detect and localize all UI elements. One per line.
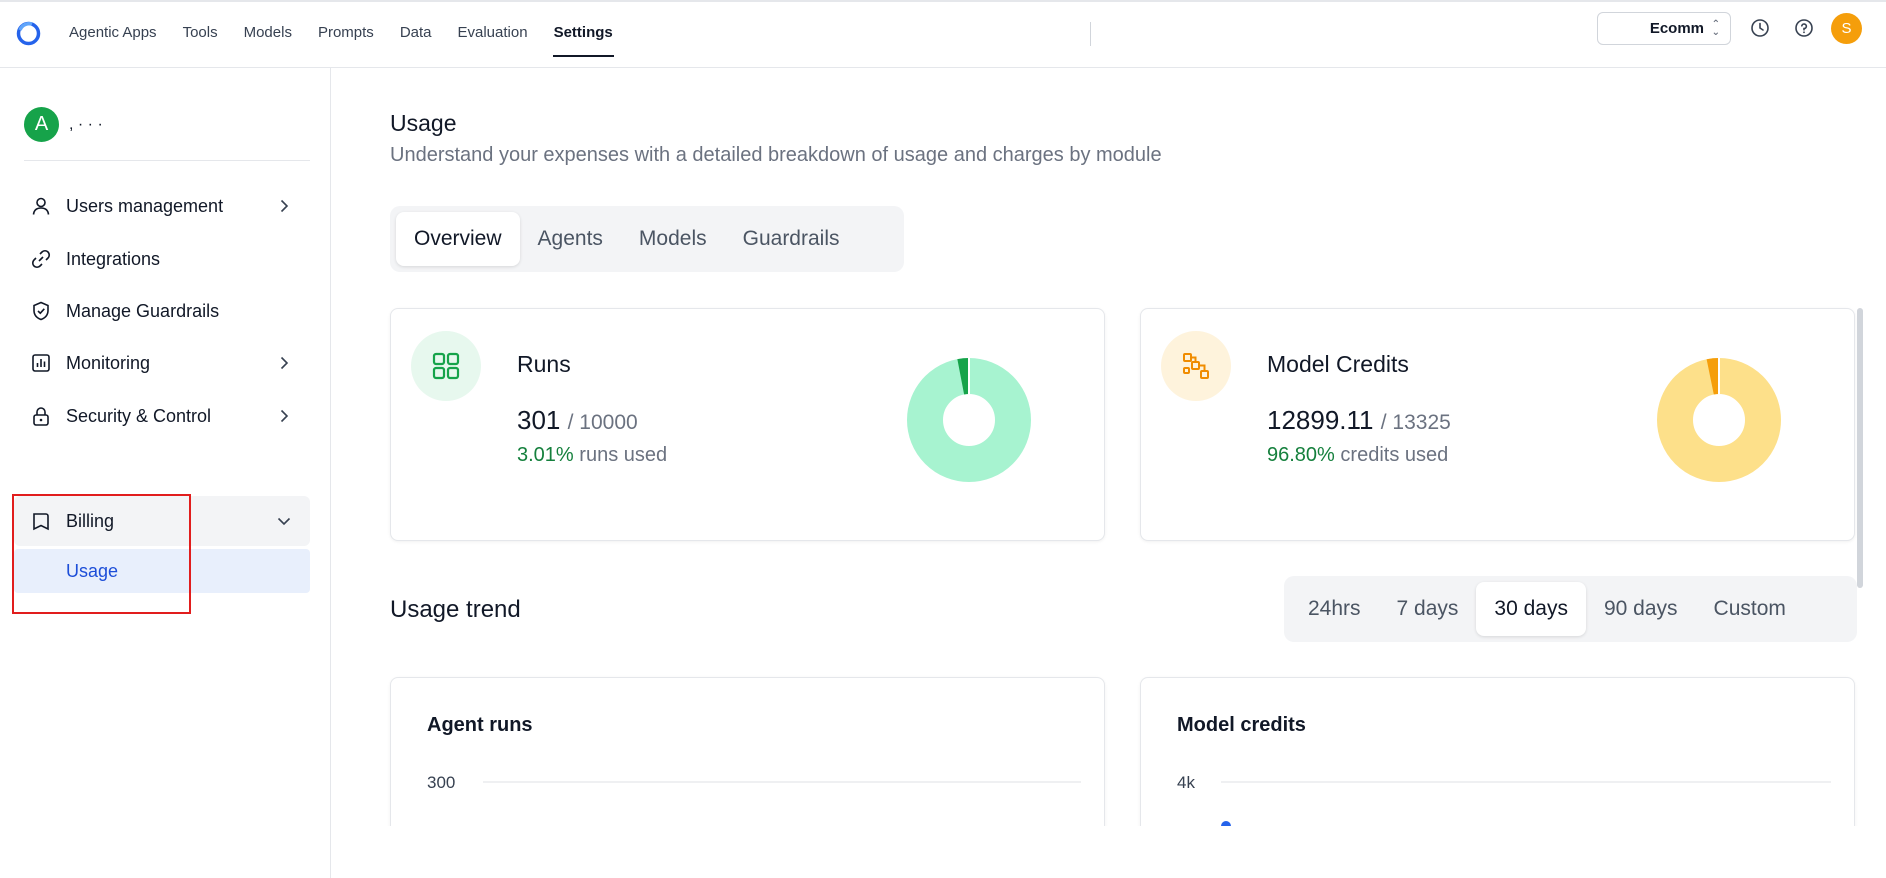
- chart-title: Agent runs: [427, 714, 533, 736]
- agent-runs-chart: 300: [427, 773, 1081, 792]
- nav-models[interactable]: Models: [243, 24, 292, 41]
- nav-data[interactable]: Data: [399, 24, 432, 41]
- card-value: 301 / 10000: [517, 405, 638, 436]
- runs-card: Runs 301 / 10000 3.01% runs used: [390, 308, 1105, 541]
- lock-icon: [33, 407, 49, 426]
- book-icon: [33, 513, 49, 531]
- chart-title: Model credits: [1177, 714, 1306, 736]
- workspace-name: Ecomm: [1649, 20, 1704, 37]
- user-avatar[interactable]: S: [1831, 13, 1862, 44]
- range-7-days[interactable]: 7 days: [1396, 597, 1459, 620]
- card-value: 12899.11 / 13325: [1267, 405, 1451, 436]
- workflow-icon: [1183, 353, 1209, 379]
- help-icon[interactable]: [1793, 17, 1815, 39]
- tab-agents[interactable]: Agents: [537, 227, 603, 250]
- credits-used-value: 12899.11: [1267, 405, 1374, 435]
- grid-icon-badge: [411, 331, 481, 401]
- nav-prompts[interactable]: Prompts: [317, 24, 374, 41]
- sidebar-item-monitoring[interactable]: Monitoring: [14, 338, 310, 388]
- shield-check-icon: [33, 301, 49, 321]
- scrollbar-thumb[interactable]: [1857, 308, 1863, 588]
- chevron-right-icon: [280, 199, 289, 213]
- page-title: Usage: [390, 110, 457, 136]
- user-icon: [32, 197, 50, 215]
- card-title: Runs: [517, 351, 571, 377]
- sidebar-subitem-usage[interactable]: Usage: [14, 549, 310, 593]
- runs-donut-chart: [907, 358, 1031, 482]
- card-percentage-row: 3.01% runs used: [517, 444, 667, 467]
- model-credits-card: Model Credits 12899.11 / 13325 96.80% cr…: [1140, 308, 1855, 541]
- credits-total: / 13325: [1380, 411, 1451, 434]
- tab-overview[interactable]: Overview: [396, 212, 520, 266]
- card-title: Model Credits: [1267, 351, 1409, 377]
- workspace-select[interactable]: Ecomm ⌃ ⌄: [1597, 12, 1731, 45]
- page-subtitle: Understand your expenses with a detailed…: [390, 144, 1162, 166]
- nav-divider: [1090, 22, 1091, 46]
- range-custom[interactable]: Custom: [1713, 597, 1786, 620]
- main-content: Usage Understand your expenses with a de…: [332, 68, 1886, 878]
- settings-sidebar: A , · · · Users management Integrations …: [0, 68, 331, 878]
- top-navigation-bar: Agentic Apps Tools Models Prompts Data E…: [0, 0, 1886, 68]
- nav-evaluation[interactable]: Evaluation: [457, 24, 528, 41]
- runs-used-value: 301: [517, 405, 561, 435]
- tab-guardrails[interactable]: Guardrails: [742, 227, 840, 250]
- y-tick-label: 300: [427, 773, 455, 792]
- updown-chevron-icon: ⌃ ⌄: [1711, 19, 1720, 38]
- nav-settings[interactable]: Settings: [541, 0, 626, 65]
- donut-used-arc: [1657, 358, 1781, 482]
- card-percentage-row: 96.80% credits used: [1267, 444, 1448, 467]
- link-icon: [31, 249, 51, 269]
- app-logo-icon[interactable]: [16, 21, 41, 46]
- sidebar-item-manage-guardrails[interactable]: Manage Guardrails: [14, 286, 310, 336]
- credits-donut-chart: [1657, 358, 1781, 482]
- nav-tools[interactable]: Tools: [182, 24, 218, 41]
- donut-used-arc: [907, 358, 1031, 482]
- sidebar-item-label: Security & Control: [66, 405, 212, 426]
- sidebar-item-label: Integrations: [66, 248, 161, 269]
- sidebar-item-label: Billing: [66, 510, 115, 531]
- runs-pct-label: runs used: [579, 444, 668, 466]
- time-range-selector: 24hrs 7 days 30 days 90 days Custom: [1284, 576, 1857, 642]
- top-border: [0, 0, 1886, 2]
- usage-tabs: Overview Agents Models Guardrails: [390, 206, 904, 272]
- range-90-days[interactable]: 90 days: [1603, 597, 1678, 620]
- org-name: , · · ·: [69, 115, 103, 133]
- range-24hrs[interactable]: 24hrs: [1308, 597, 1361, 620]
- sidebar-divider: [24, 160, 310, 161]
- credits-percentage: 96.80%: [1267, 444, 1335, 466]
- credits-pct-label: credits used: [1340, 444, 1449, 466]
- runs-percentage: 3.01%: [517, 444, 574, 466]
- nav-agentic-apps[interactable]: Agentic Apps: [69, 24, 157, 41]
- chevron-right-icon: [280, 356, 289, 370]
- sidebar-item-security-control[interactable]: Security & Control: [14, 391, 310, 441]
- bar-chart-icon: [32, 354, 50, 372]
- organization-header: A , · · ·: [24, 107, 103, 142]
- range-30-days[interactable]: 30 days: [1476, 582, 1586, 636]
- sidebar-item-integrations[interactable]: Integrations: [14, 234, 310, 284]
- chevron-down-icon: [277, 517, 291, 526]
- sidebar-item-label: Monitoring: [66, 352, 151, 373]
- runs-total: / 10000: [567, 411, 638, 434]
- y-tick-label: 4k: [1177, 773, 1195, 792]
- viewport-bottom-cutoff: [332, 826, 1886, 878]
- workflow-icon-badge: [1161, 331, 1231, 401]
- main-nav: Agentic Apps Tools Models Prompts Data E…: [56, 0, 626, 65]
- grid-icon: [432, 352, 460, 380]
- sidebar-item-billing[interactable]: Billing: [14, 496, 310, 546]
- sidebar-item-label: Manage Guardrails: [66, 300, 220, 321]
- sidebar-item-label: Users management: [66, 195, 224, 216]
- chevron-right-icon: [280, 409, 289, 423]
- org-avatar: A: [24, 107, 59, 142]
- usage-trend-title: Usage trend: [390, 596, 521, 623]
- sidebar-item-users-management[interactable]: Users management: [14, 181, 310, 231]
- tab-models[interactable]: Models: [638, 227, 707, 250]
- history-icon[interactable]: [1749, 17, 1771, 39]
